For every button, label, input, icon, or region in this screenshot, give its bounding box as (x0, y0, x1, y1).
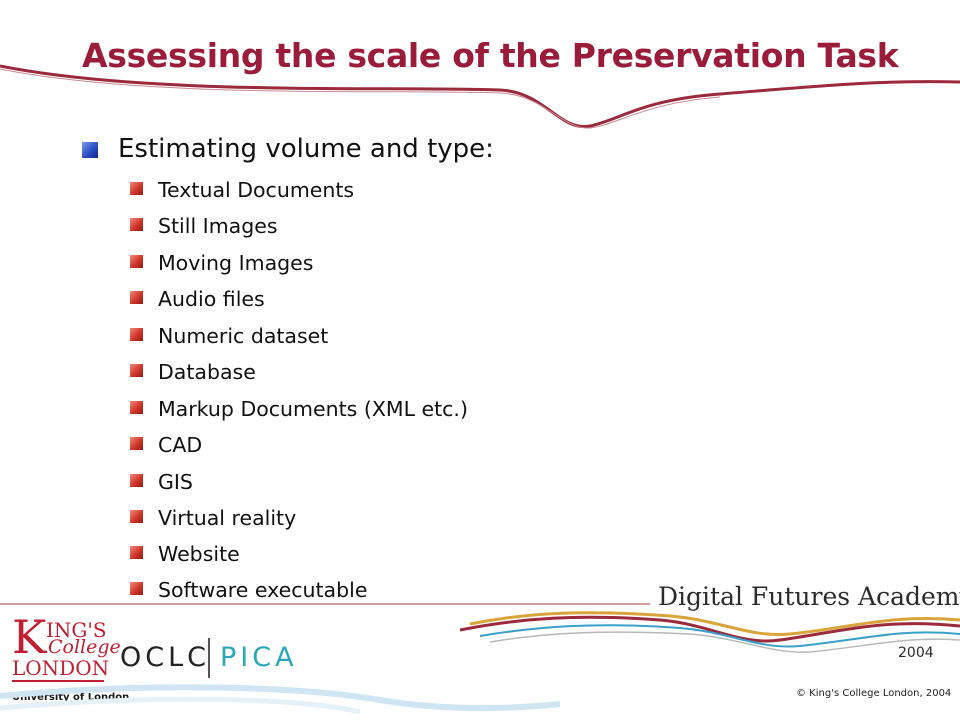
slide-title: Assessing the scale of the Preservation … (82, 36, 899, 75)
digital-futures-academy-title: Digital Futures Academy (658, 582, 960, 611)
list-item: Website (158, 542, 240, 566)
red-square-bullet-icon (130, 218, 143, 231)
red-square-bullet-icon (130, 328, 143, 341)
red-square-bullet-icon (130, 510, 143, 523)
red-square-bullet-icon (130, 255, 143, 268)
red-square-bullet-icon (130, 182, 143, 195)
list-item: Moving Images (158, 251, 314, 275)
kings-logo-k: K (12, 610, 47, 664)
title-swoosh-decoration (0, 64, 960, 129)
red-square-bullet-icon (130, 437, 143, 450)
red-square-bullet-icon (130, 546, 143, 559)
list-item: Textual Documents (158, 178, 355, 202)
list-item: Software executable (158, 578, 368, 602)
level1-bullet-text: Estimating volume and type: (118, 134, 494, 164)
oclc-logo-text: OCLC (120, 642, 210, 673)
digital-futures-academy-waves (460, 611, 960, 653)
pica-logo-text: PICA (220, 642, 298, 673)
red-square-bullet-icon (130, 582, 143, 595)
kings-logo-university: University of London (12, 692, 130, 703)
list-item: Still Images (158, 214, 278, 238)
kings-college-london-logo: K ING'S College LONDON University of Lon… (12, 614, 129, 708)
red-square-bullet-icon (130, 474, 143, 487)
kings-logo-rule (12, 680, 104, 682)
footer-divider (0, 603, 650, 605)
kings-logo-college: College (48, 636, 121, 658)
red-square-bullet-icon (130, 291, 143, 304)
list-item: CAD (158, 433, 203, 457)
dfa-year: 2004 (898, 645, 934, 661)
oclc-pica-separator (208, 638, 210, 678)
list-item: Markup Documents (XML etc.) (158, 397, 468, 421)
list-item: Numeric dataset (158, 324, 329, 348)
red-square-bullet-icon (130, 401, 143, 414)
kings-logo-ings: ING'S (46, 618, 107, 642)
copyright-notice: © King's College London, 2004 (796, 688, 952, 699)
list-item: Virtual reality (158, 506, 297, 530)
list-item: Audio files (158, 287, 265, 311)
list-item: Database (158, 360, 256, 384)
red-square-bullet-icon (130, 364, 143, 377)
list-item: GIS (158, 470, 193, 494)
blue-square-bullet-icon (82, 142, 98, 158)
bottom-wave-decoration (0, 684, 561, 715)
kings-logo-london: LONDON (12, 656, 110, 680)
